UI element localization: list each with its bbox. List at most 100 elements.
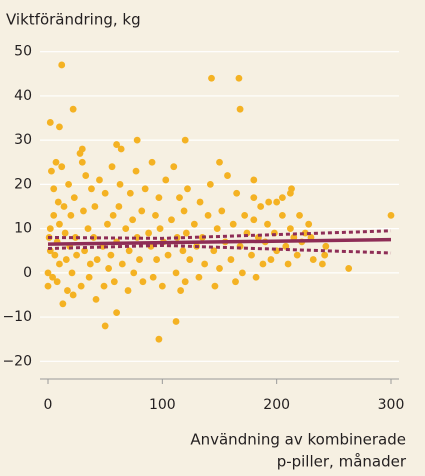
data-point bbox=[58, 61, 66, 69]
data-point bbox=[162, 176, 170, 184]
data-point bbox=[235, 74, 243, 82]
data-point bbox=[130, 269, 138, 277]
data-point bbox=[105, 265, 112, 272]
data-point bbox=[250, 194, 258, 202]
data-point bbox=[108, 163, 116, 171]
data-point bbox=[59, 300, 67, 308]
data-point bbox=[122, 225, 130, 233]
data-point bbox=[286, 225, 294, 233]
data-point bbox=[50, 211, 58, 219]
data-point bbox=[64, 287, 71, 294]
data-point bbox=[49, 273, 56, 281]
data-point bbox=[132, 167, 140, 175]
data-point bbox=[278, 211, 286, 219]
y-tick-label: 40 bbox=[14, 88, 32, 104]
data-point bbox=[155, 194, 163, 202]
data-point bbox=[232, 278, 239, 286]
data-point bbox=[204, 211, 212, 219]
data-point bbox=[177, 287, 185, 294]
data-point bbox=[68, 269, 76, 277]
data-point bbox=[46, 225, 54, 233]
y-tick-label: 30 bbox=[14, 132, 32, 148]
data-point bbox=[305, 220, 313, 228]
data-point bbox=[92, 295, 100, 303]
data-point bbox=[241, 211, 249, 219]
data-point bbox=[117, 145, 125, 153]
data-point bbox=[250, 176, 258, 184]
data-point bbox=[80, 207, 87, 215]
x-tick-label: 200 bbox=[263, 397, 290, 413]
x-tick-label: 100 bbox=[149, 397, 176, 413]
data-point bbox=[138, 207, 146, 215]
data-point bbox=[265, 198, 273, 206]
data-point bbox=[91, 203, 99, 210]
data-point bbox=[213, 225, 221, 233]
data-point bbox=[56, 220, 63, 228]
data-point bbox=[54, 198, 62, 206]
data-point bbox=[96, 176, 103, 184]
data-point bbox=[186, 256, 194, 263]
data-point bbox=[181, 136, 189, 144]
data-point bbox=[107, 251, 115, 259]
data-point bbox=[52, 158, 60, 166]
data-point bbox=[168, 216, 175, 224]
data-point bbox=[267, 256, 275, 263]
data-point bbox=[48, 167, 55, 175]
data-point bbox=[179, 247, 187, 255]
data-point bbox=[50, 185, 58, 193]
data-point bbox=[113, 309, 121, 317]
data-point bbox=[195, 273, 203, 281]
data-point bbox=[208, 74, 215, 82]
y-tick-label: 10 bbox=[14, 221, 32, 237]
y-tick-label: 0 bbox=[23, 265, 32, 281]
data-point bbox=[257, 203, 265, 210]
data-point bbox=[77, 282, 85, 290]
data-point bbox=[113, 141, 121, 148]
x-tick-label: 0 bbox=[44, 397, 53, 413]
data-point bbox=[149, 273, 157, 281]
data-point bbox=[124, 287, 132, 294]
regression-line bbox=[47, 237, 392, 246]
data-point bbox=[218, 207, 226, 215]
data-point bbox=[110, 278, 118, 286]
data-point bbox=[70, 194, 78, 202]
data-point bbox=[145, 229, 153, 237]
data-point bbox=[81, 247, 88, 255]
x-axis-label: Användning av kombinerade bbox=[190, 431, 406, 449]
data-point bbox=[78, 158, 86, 166]
data-point bbox=[288, 185, 295, 193]
data-point bbox=[252, 273, 260, 281]
data-point bbox=[322, 242, 330, 250]
data-point bbox=[211, 282, 219, 290]
data-point bbox=[318, 260, 326, 268]
data-point bbox=[44, 282, 52, 290]
data-point bbox=[156, 225, 164, 233]
data-point bbox=[248, 251, 255, 259]
data-point bbox=[284, 260, 292, 268]
data-point bbox=[148, 158, 156, 166]
data-point bbox=[67, 211, 75, 219]
data-point bbox=[84, 225, 92, 233]
data-point bbox=[224, 172, 231, 179]
data-point bbox=[56, 260, 63, 268]
data-point bbox=[176, 194, 183, 202]
data-point bbox=[259, 260, 267, 268]
data-point bbox=[153, 256, 161, 263]
data-point bbox=[321, 251, 329, 259]
data-point bbox=[53, 278, 61, 286]
data-point bbox=[104, 220, 111, 228]
data-point bbox=[46, 119, 54, 126]
data-point bbox=[126, 189, 134, 197]
x-axis-label: p-piller, månader bbox=[277, 453, 407, 471]
data-point bbox=[88, 185, 95, 193]
data-point bbox=[100, 282, 108, 290]
data-point bbox=[282, 242, 290, 250]
data-point bbox=[273, 198, 281, 206]
x-tick-label: 300 bbox=[378, 397, 405, 413]
data-point bbox=[309, 256, 317, 263]
chart-title: Viktförändring, kg bbox=[6, 11, 141, 29]
data-point bbox=[61, 229, 69, 237]
data-point bbox=[170, 163, 178, 171]
data-point bbox=[216, 265, 223, 272]
